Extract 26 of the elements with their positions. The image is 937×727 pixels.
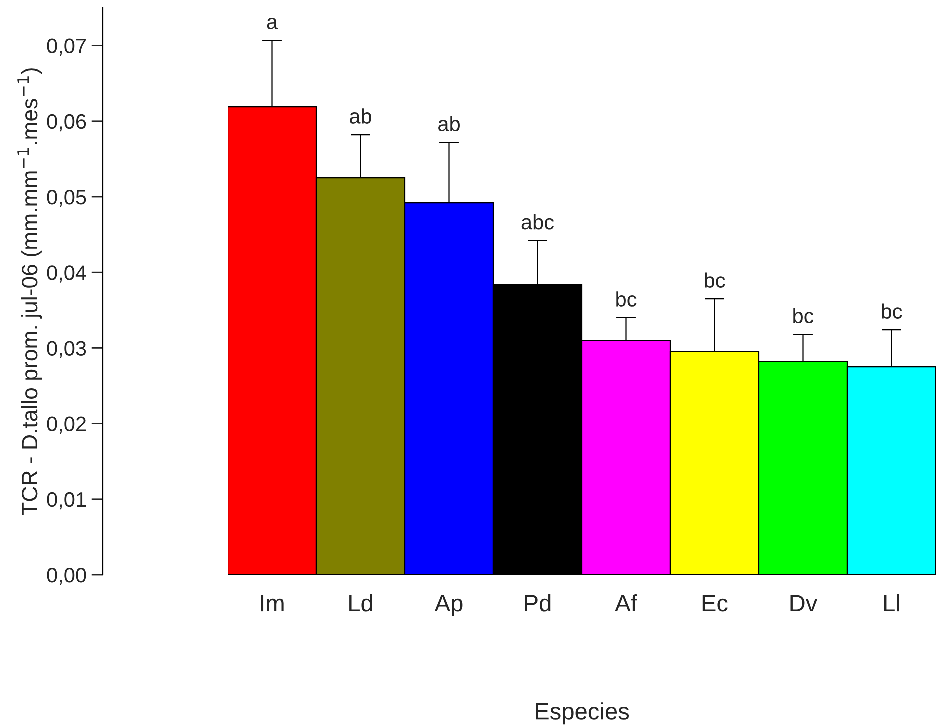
x-tick-label: Pd [525, 594, 551, 612]
y-tick-label: 0,06 [47, 114, 86, 132]
y-tick-label: 0,05 [47, 190, 86, 208]
y-tick-label: 0,02 [47, 416, 86, 434]
x-tick-label: Dv [790, 595, 818, 612]
x-axis-title: Especies [536, 702, 630, 725]
annotation: bc [882, 304, 902, 319]
annotation: ab [438, 116, 460, 132]
y-axis-title: TCR - D.tallo prom. jul-06 (mm.mm$^{−1}$.mes$^{−1}$) [18, 68, 42, 516]
x-tick-label: Af [615, 594, 638, 612]
annotation: bc [616, 292, 637, 307]
x-tick-label: Ap [434, 595, 463, 616]
y-tick-label: 0,03 [47, 341, 86, 358]
annotation: a [267, 18, 278, 30]
x-tick-label: Ld [350, 594, 372, 612]
x-tick-label: Ec [702, 595, 728, 612]
annotation: bc [705, 272, 726, 288]
y-tick-label: 0,07 [47, 38, 86, 56]
x-tick-label: Ll [884, 594, 900, 612]
y-tick-label: 0,04 [47, 266, 86, 283]
y-tick-label: 0,00 [47, 568, 86, 586]
annotation: abc [522, 214, 554, 230]
annotation: ab [350, 108, 372, 124]
x-tick-label: Im [261, 595, 284, 612]
annotation: bc [794, 308, 814, 324]
y-tick-label: 0,01 [47, 492, 86, 510]
